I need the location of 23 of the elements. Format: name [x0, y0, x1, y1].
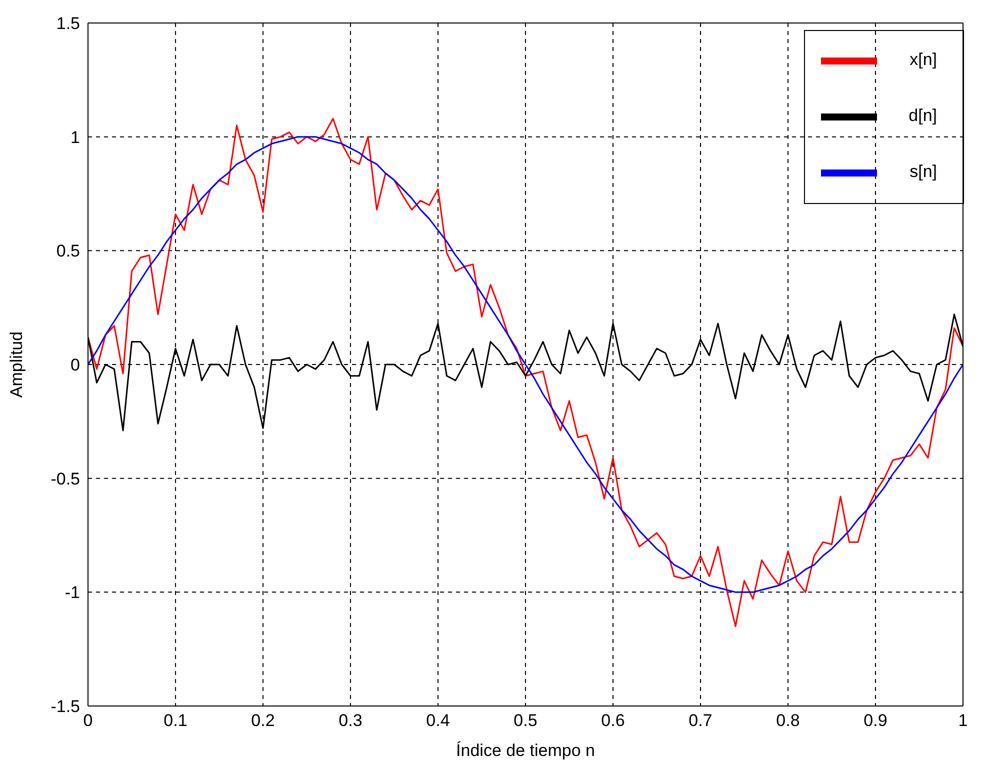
- x-tick-label: 0.8: [776, 711, 800, 730]
- x-tick-label: 0.2: [251, 711, 275, 730]
- y-tick-label: 0: [70, 356, 80, 375]
- y-axis-title: Amplitud: [7, 331, 26, 398]
- y-tick-label: 1.5: [56, 14, 80, 34]
- legend-label: x[n]: [908, 49, 937, 72]
- x-tick-label: 0.7: [688, 711, 712, 730]
- x-tick-label: 1: [958, 711, 968, 730]
- legend-label: d[n]: [908, 105, 937, 128]
- x-tick-label: 0.5: [514, 711, 538, 730]
- y-tick-label: 0.5: [56, 242, 80, 261]
- x-tick-label: 0.3: [338, 711, 362, 730]
- y-tick-label: 1: [70, 128, 80, 147]
- legend-label: s[n]: [908, 161, 937, 184]
- y-tick-label: -1: [64, 583, 80, 602]
- x-tick-label: 0: [83, 711, 93, 730]
- x-tick-label: 0.4: [426, 711, 450, 730]
- x-tick-label: 0.6: [601, 711, 625, 730]
- x-tick-label: 0.1: [164, 711, 188, 730]
- y-tick-label: -1.5: [50, 697, 80, 716]
- y-tick-label: -0.5: [50, 469, 80, 488]
- x-tick-label: 0.9: [864, 711, 888, 730]
- x-axis-title: Índice de tiempo n: [456, 741, 595, 760]
